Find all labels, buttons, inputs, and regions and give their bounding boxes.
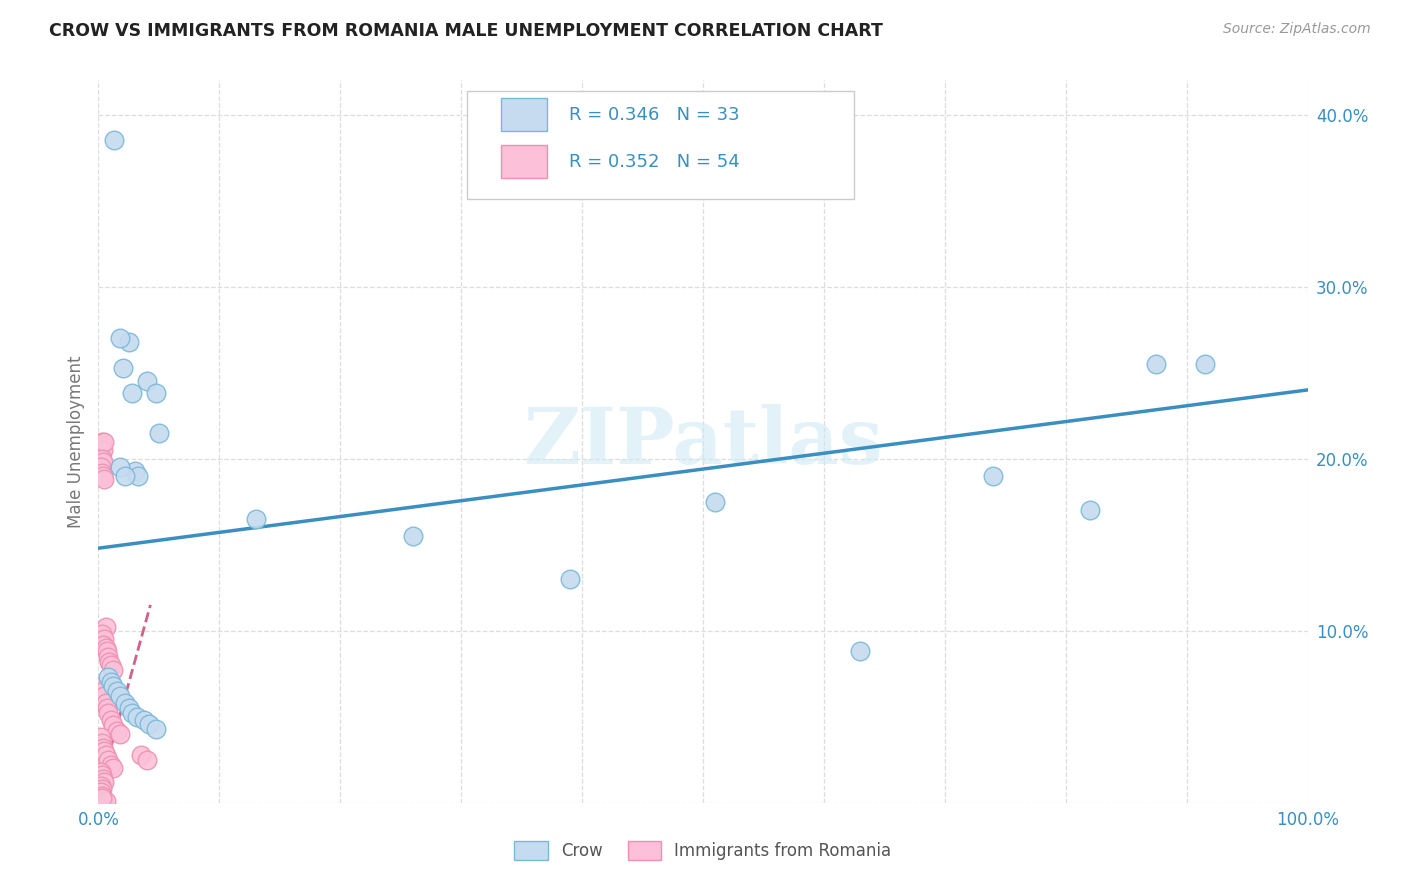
Point [704,494,727,508]
Point [91,796,114,810]
Point [118,701,141,715]
Point [121,386,143,401]
Point [97,649,120,664]
Point [94,696,117,710]
Point [148,425,170,440]
FancyBboxPatch shape [467,91,855,200]
Point [91,768,114,782]
Text: ZIPatlas: ZIPatlas [523,403,883,480]
Point [93,775,115,789]
Point [93,689,115,703]
Point [90,764,112,779]
Point [91,451,114,466]
Point [91,443,114,458]
Y-axis label: Male Unemployment: Male Unemployment [66,355,84,528]
Text: CROW VS IMMIGRANTS FROM ROMANIA MALE UNEMPLOYMENT CORRELATION CHART: CROW VS IMMIGRANTS FROM ROMANIA MALE UNE… [49,22,883,40]
Point [91,789,114,803]
Point [90,731,112,745]
Text: R = 0.352   N = 54: R = 0.352 N = 54 [569,153,740,170]
Point [114,696,136,710]
Point [94,640,117,655]
Point [91,794,114,808]
Point [101,718,124,732]
Point [93,744,115,758]
Point [91,772,114,786]
Point [97,753,120,767]
Point [105,684,128,698]
Point [108,727,131,741]
Point [91,782,114,797]
Point [849,644,872,658]
Point [1146,357,1168,371]
Point [100,675,122,690]
Point [103,133,125,147]
Point [121,706,143,721]
Point [90,785,112,799]
Point [127,710,149,724]
Point [1194,357,1216,371]
Point [91,469,114,483]
Point [91,684,114,698]
Text: R = 0.346   N = 33: R = 0.346 N = 33 [569,106,740,124]
Point [105,723,128,738]
Point [94,620,117,634]
Point [145,722,167,736]
Point [91,466,114,480]
Bar [501,145,547,178]
Point [98,655,121,669]
Point [96,644,118,658]
Point [101,679,124,693]
Point [111,360,134,375]
Point [97,706,120,721]
Point [145,386,167,401]
Point [91,627,114,641]
Point [90,460,112,475]
Point [118,334,141,349]
Point [127,469,149,483]
Point [91,434,114,449]
Text: Source: ZipAtlas.com: Source: ZipAtlas.com [1223,22,1371,37]
Point [108,331,131,345]
Point [101,664,124,678]
Point [91,790,114,805]
Point [135,375,157,389]
Point [90,779,112,793]
Point [108,689,131,703]
Point [91,735,114,749]
Point [134,713,156,727]
Point [90,796,112,810]
Point [96,701,118,715]
Legend: Crow, Immigrants from Romania: Crow, Immigrants from Romania [508,834,898,867]
Point [97,670,120,684]
Point [91,740,114,755]
Point [138,716,160,731]
Point [94,794,117,808]
Point [402,529,425,543]
Point [129,747,152,762]
Point [93,434,115,449]
Point [91,679,114,693]
Point [91,638,114,652]
Point [93,632,115,647]
Point [90,792,112,806]
Point [558,572,581,586]
Point [90,443,112,458]
Point [114,469,136,483]
Point [100,758,122,772]
Point [100,713,122,727]
Bar [501,98,547,131]
Point [101,761,124,775]
Point [245,512,267,526]
Point [91,455,114,469]
Point [108,460,131,475]
Point [94,747,117,762]
Point [135,753,157,767]
Point [93,472,115,486]
Point [981,469,1004,483]
Point [124,464,146,478]
Point [1078,503,1101,517]
Point [100,658,122,673]
